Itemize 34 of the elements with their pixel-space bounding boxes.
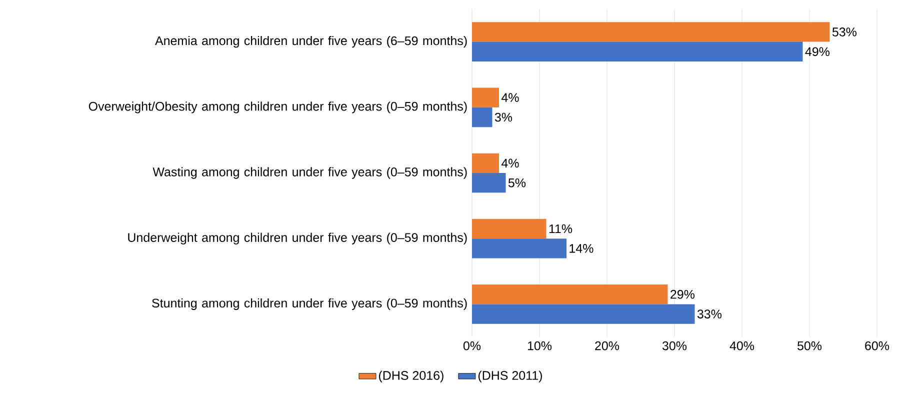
data-label: 5% — [508, 178, 526, 188]
data-label: 3% — [494, 112, 512, 122]
bar — [472, 22, 830, 42]
bar — [472, 172, 506, 193]
x-tick-label: 0% — [463, 341, 481, 350]
bar — [472, 42, 803, 62]
x-tick-label: 40% — [730, 341, 754, 350]
data-label: 4% — [501, 158, 519, 168]
bar — [472, 218, 546, 239]
data-label: 4% — [501, 93, 519, 102]
bar — [472, 88, 499, 108]
data-label: 29% — [670, 290, 695, 299]
bar — [472, 284, 668, 304]
x-tick-label: 20% — [595, 341, 620, 350]
bar — [472, 153, 499, 173]
data-label: 14% — [570, 244, 594, 253]
y-tick-label: Stunting among children under five years (0–59 months) — [152, 298, 467, 310]
x-tick-label: 10% — [528, 341, 552, 350]
data-label: 53% — [832, 28, 856, 36]
y-tick-label: Wasting among children under five years (0–59 months) — [152, 167, 467, 179]
legend-label: (DHS 2016) — [378, 370, 444, 382]
data-label: 49% — [805, 47, 830, 56]
data-label: 11% — [549, 224, 572, 234]
y-tick-label: Underweight among children under five years (0–59 months) — [128, 232, 467, 244]
x-tick-label: 50% — [797, 341, 822, 350]
y-tick-label: Anemia among children under five years (6–59 months) — [155, 36, 467, 48]
bar — [472, 107, 492, 128]
bar — [472, 304, 695, 324]
x-tick-label: 60% — [865, 341, 890, 350]
bar — [472, 238, 566, 258]
y-tick-label: Overweight/Obesity among children under five years (0–59 months) — [88, 102, 467, 114]
x-tick-label: 30% — [662, 341, 687, 350]
legend-label: (DHS 2011) — [478, 370, 542, 382]
data-label: 33% — [697, 310, 722, 318]
